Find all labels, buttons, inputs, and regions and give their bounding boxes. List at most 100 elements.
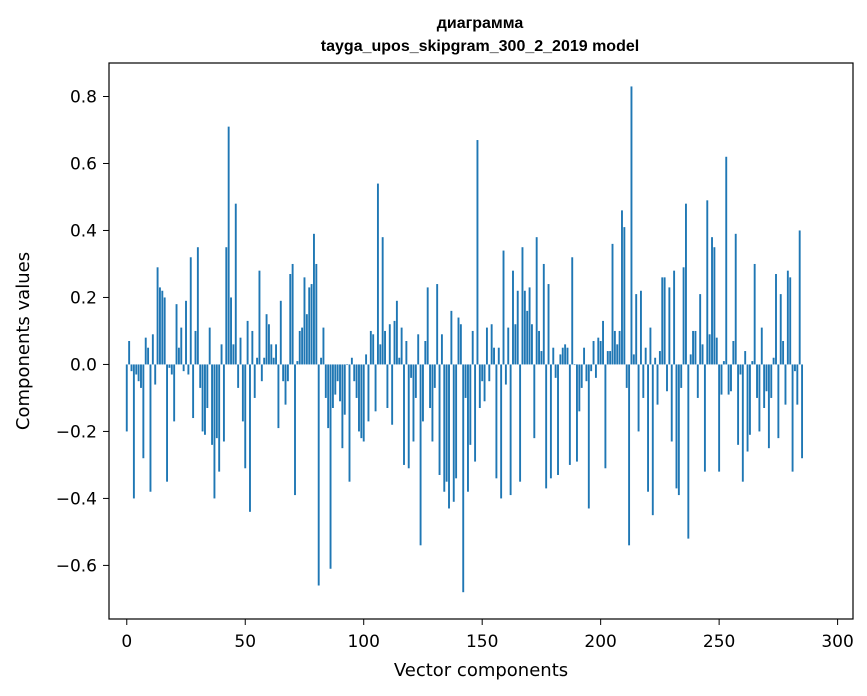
y-tick-label: 0.6 (70, 154, 97, 174)
bar (533, 364, 536, 439)
bar (680, 364, 683, 388)
bar (275, 344, 277, 365)
bar (180, 327, 183, 365)
bar (128, 341, 131, 365)
x-tick-label: 0 (121, 632, 132, 652)
bar (666, 364, 668, 392)
bar (651, 364, 654, 516)
bar (599, 341, 602, 365)
bar (746, 364, 749, 452)
bar (504, 364, 507, 385)
bar (440, 334, 443, 365)
bar (327, 364, 330, 429)
bar (196, 247, 199, 365)
bar (677, 364, 680, 496)
bar (708, 334, 711, 365)
x-tick-label: 50 (234, 632, 256, 652)
bar (512, 270, 514, 365)
chart-subtitle: tayga_upos_skipgram_300_2_2019 model (321, 38, 639, 55)
bar (490, 324, 493, 365)
bar (789, 277, 792, 365)
bar (258, 270, 261, 365)
bar (144, 337, 147, 365)
bar (462, 364, 465, 593)
bar (748, 364, 751, 435)
bar (576, 364, 578, 462)
bar (730, 364, 732, 392)
bar (391, 364, 394, 425)
bar (187, 364, 190, 375)
bar (545, 364, 548, 489)
bar (675, 364, 678, 489)
bar (301, 327, 304, 365)
bar (500, 364, 503, 499)
bar (163, 297, 166, 365)
bar (559, 354, 562, 365)
bar (647, 364, 649, 492)
bar (775, 274, 777, 365)
bar (777, 364, 780, 439)
bar (741, 364, 744, 482)
bar (384, 330, 386, 365)
y-tick-label: −0.4 (56, 489, 97, 509)
bar (147, 347, 150, 365)
bar (154, 364, 157, 385)
bar (734, 233, 737, 365)
bar (158, 287, 161, 365)
bar (436, 284, 439, 365)
bar (523, 290, 526, 365)
bar (211, 364, 214, 445)
bar (770, 364, 773, 398)
bar (246, 320, 249, 365)
bar (170, 364, 173, 375)
bar (713, 247, 716, 365)
bar (611, 243, 614, 365)
bar (433, 364, 436, 388)
bar (794, 364, 796, 372)
bar (294, 364, 296, 496)
bar (313, 233, 315, 365)
bar (786, 270, 789, 365)
bar (367, 364, 370, 422)
bar (635, 294, 638, 365)
bar (365, 354, 368, 365)
bar (291, 263, 294, 365)
bar (535, 237, 538, 365)
bar (220, 344, 223, 365)
bar (322, 327, 325, 365)
bar (348, 364, 351, 482)
bar (135, 364, 138, 375)
y-axis-ticks: 0.8 0.6 0.4 0.2 0.0 −0.2 −0.4 −0.6 (56, 87, 109, 576)
bar (388, 324, 391, 365)
bar (189, 257, 192, 365)
bar (471, 330, 474, 365)
chart-title: диаграмма (437, 15, 524, 32)
bar (398, 357, 401, 365)
bar (642, 364, 645, 398)
bar (315, 263, 318, 365)
bar (609, 351, 612, 365)
bar (564, 344, 567, 365)
bar (583, 347, 586, 365)
y-tick-label: −0.2 (56, 422, 97, 442)
bar (656, 364, 659, 405)
bar (386, 364, 389, 408)
bar (393, 320, 396, 365)
bar (557, 364, 559, 475)
bar (267, 324, 270, 365)
bar (410, 364, 413, 378)
bar (412, 364, 415, 442)
bar (358, 364, 360, 432)
bar (561, 347, 564, 365)
bar (791, 364, 794, 472)
bar (493, 347, 495, 365)
bar (450, 310, 453, 365)
bar (516, 290, 519, 365)
bar (673, 270, 676, 365)
bar (125, 364, 128, 432)
bar (573, 364, 576, 366)
bar (711, 237, 713, 365)
bar (372, 334, 375, 365)
bar (474, 364, 477, 462)
bars-group (125, 86, 804, 593)
